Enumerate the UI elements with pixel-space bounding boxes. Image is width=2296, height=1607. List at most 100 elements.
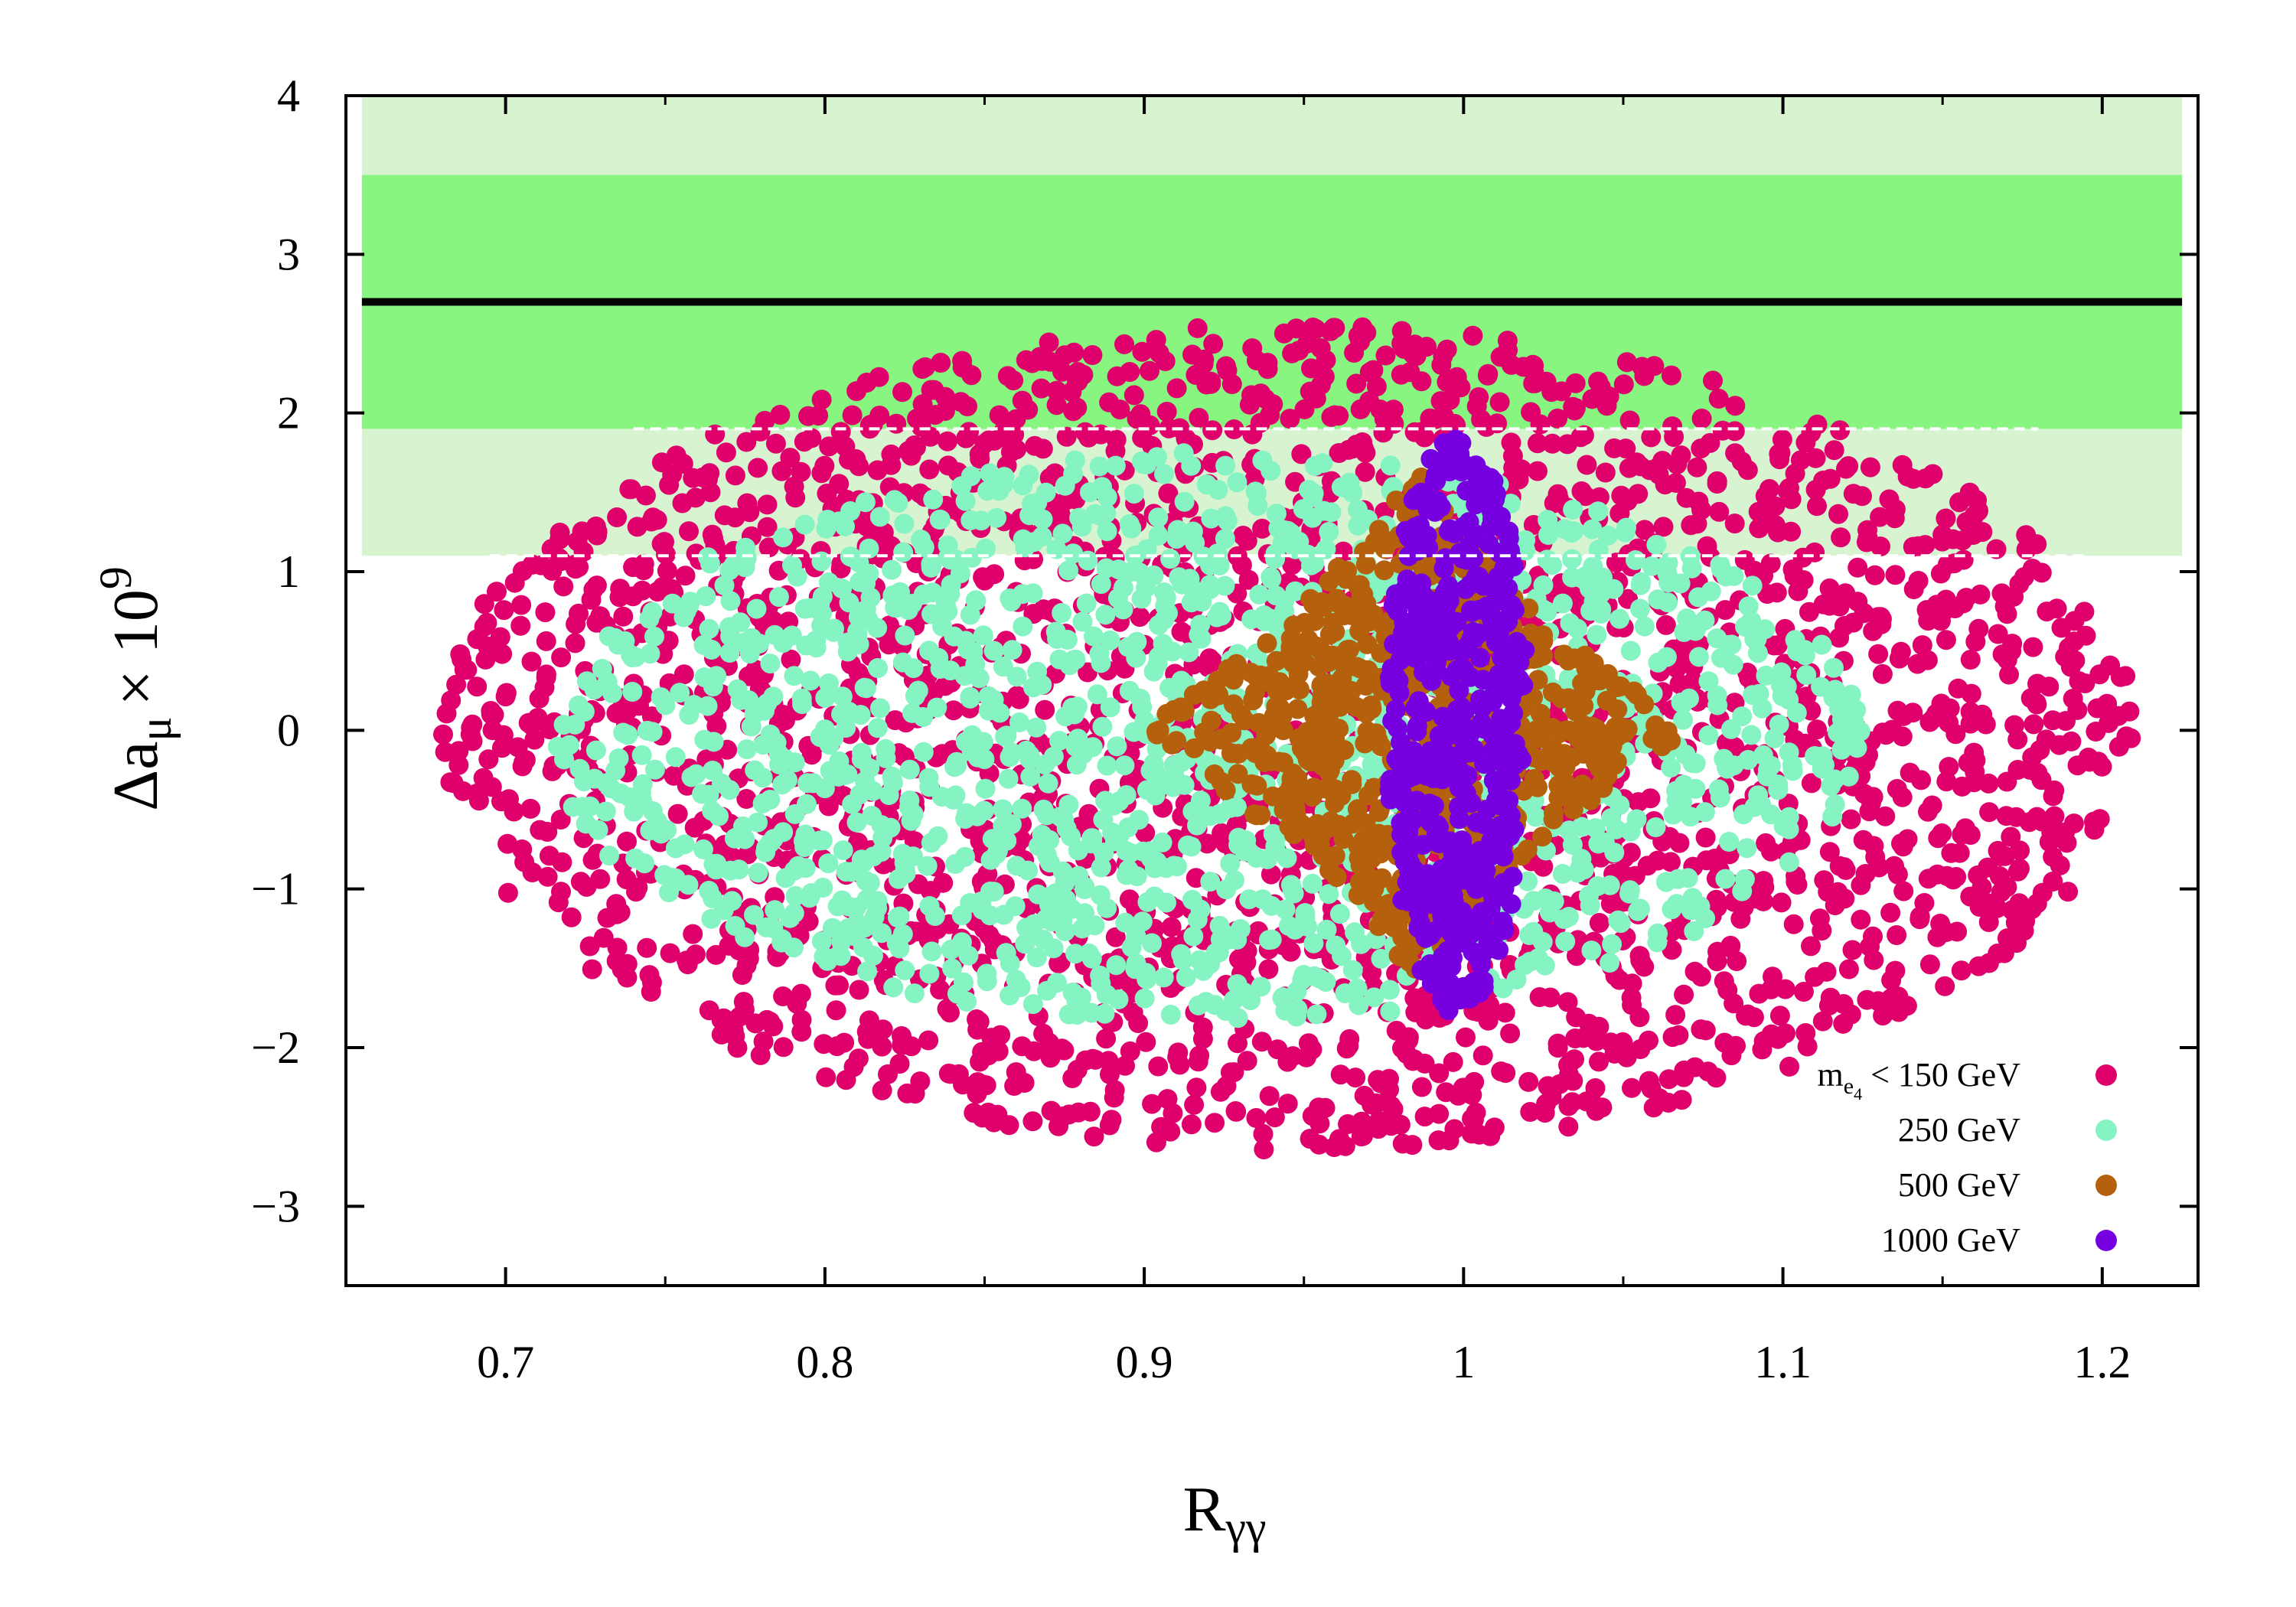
data-point [440,772,461,793]
data-point [1309,968,1330,989]
data-point [1528,948,1548,969]
scatter-points [433,317,2141,1159]
data-point [1538,525,1558,545]
data-point [1215,1001,1236,1021]
data-point [1264,1107,1285,1128]
data-point [1228,744,1248,764]
data-point [2089,664,2110,685]
data-point [1671,693,1691,712]
data-point [1714,748,1734,769]
data-point [1613,374,1634,395]
data-point [1542,433,1563,454]
data-point [1353,584,1374,605]
data-point [1665,473,1686,493]
data-point [1136,1032,1156,1052]
data-point [1342,960,1363,980]
data-point [1054,810,1075,830]
data-point [1221,374,1242,394]
data-point [1870,507,1890,527]
data-point [1501,432,1521,453]
data-point [1671,1090,1692,1110]
data-point [1176,967,1196,987]
data-point [507,737,528,758]
data-point [1182,801,1203,822]
data-point [2108,736,2129,757]
data-point [1091,574,1111,595]
data-point [1809,908,1830,929]
data-point [1000,747,1020,768]
data-point [1502,595,1522,615]
data-point [836,862,856,882]
data-point [1140,761,1161,781]
data-point [651,687,671,708]
data-point [784,804,805,824]
data-point [1002,640,1022,660]
data-point [1619,458,1639,478]
data-point [1153,634,1173,654]
data-point [1224,419,1244,439]
data-point [1181,592,1202,613]
data-point [1063,401,1084,422]
data-point [1696,850,1717,871]
data-point [1767,635,1788,656]
data-point [1562,1092,1583,1113]
data-point [1530,703,1551,724]
data-point [1533,856,1554,877]
data-point [1555,931,1576,952]
data-point [1032,825,1052,845]
data-point [1371,910,1392,930]
data-point [1156,402,1177,422]
data-point [1965,761,1985,782]
data-point [1961,683,1981,704]
data-point [521,651,542,672]
data-point [457,660,478,680]
data-point [1708,389,1729,409]
data-point [1691,438,1711,459]
data-point [1052,603,1072,623]
data-point [1354,1085,1375,1106]
data-point [1129,810,1150,830]
data-point [536,667,556,688]
data-point [1677,608,1697,629]
data-point [1833,994,1854,1014]
data-point [1322,645,1342,666]
data-point [1263,716,1283,737]
data-point [752,793,773,813]
data-point [1046,539,1067,559]
data-point [1576,1091,1596,1112]
data-point [1793,982,1814,1002]
data-point [867,718,888,738]
data-point [1075,422,1095,442]
data-point [820,761,840,781]
data-point [551,882,571,902]
data-point [607,507,628,527]
data-point [1068,1102,1089,1123]
data-point [952,350,973,371]
data-point [851,849,872,870]
data-point [1484,1117,1505,1138]
data-point [736,432,757,452]
data-point [1939,712,1959,733]
data-point [637,720,657,741]
data-point [1334,740,1355,761]
data-point [681,767,702,787]
data-point [657,560,677,581]
data-point [644,626,664,647]
data-point [1234,710,1255,731]
data-point [1600,875,1620,895]
data-point [563,797,583,817]
data-point [1719,832,1740,852]
data-point [1251,976,1271,997]
data-point [1099,1115,1120,1136]
data-point [1819,842,1840,862]
data-point [1674,984,1694,1005]
data-point [770,405,791,425]
data-point [1681,558,1702,579]
data-point [1695,827,1716,848]
data-point [1115,912,1136,933]
data-point [745,1013,766,1034]
data-point [1887,779,1907,799]
data-point [1003,370,1024,391]
data-point [1100,630,1120,650]
data-point [976,1075,996,1096]
